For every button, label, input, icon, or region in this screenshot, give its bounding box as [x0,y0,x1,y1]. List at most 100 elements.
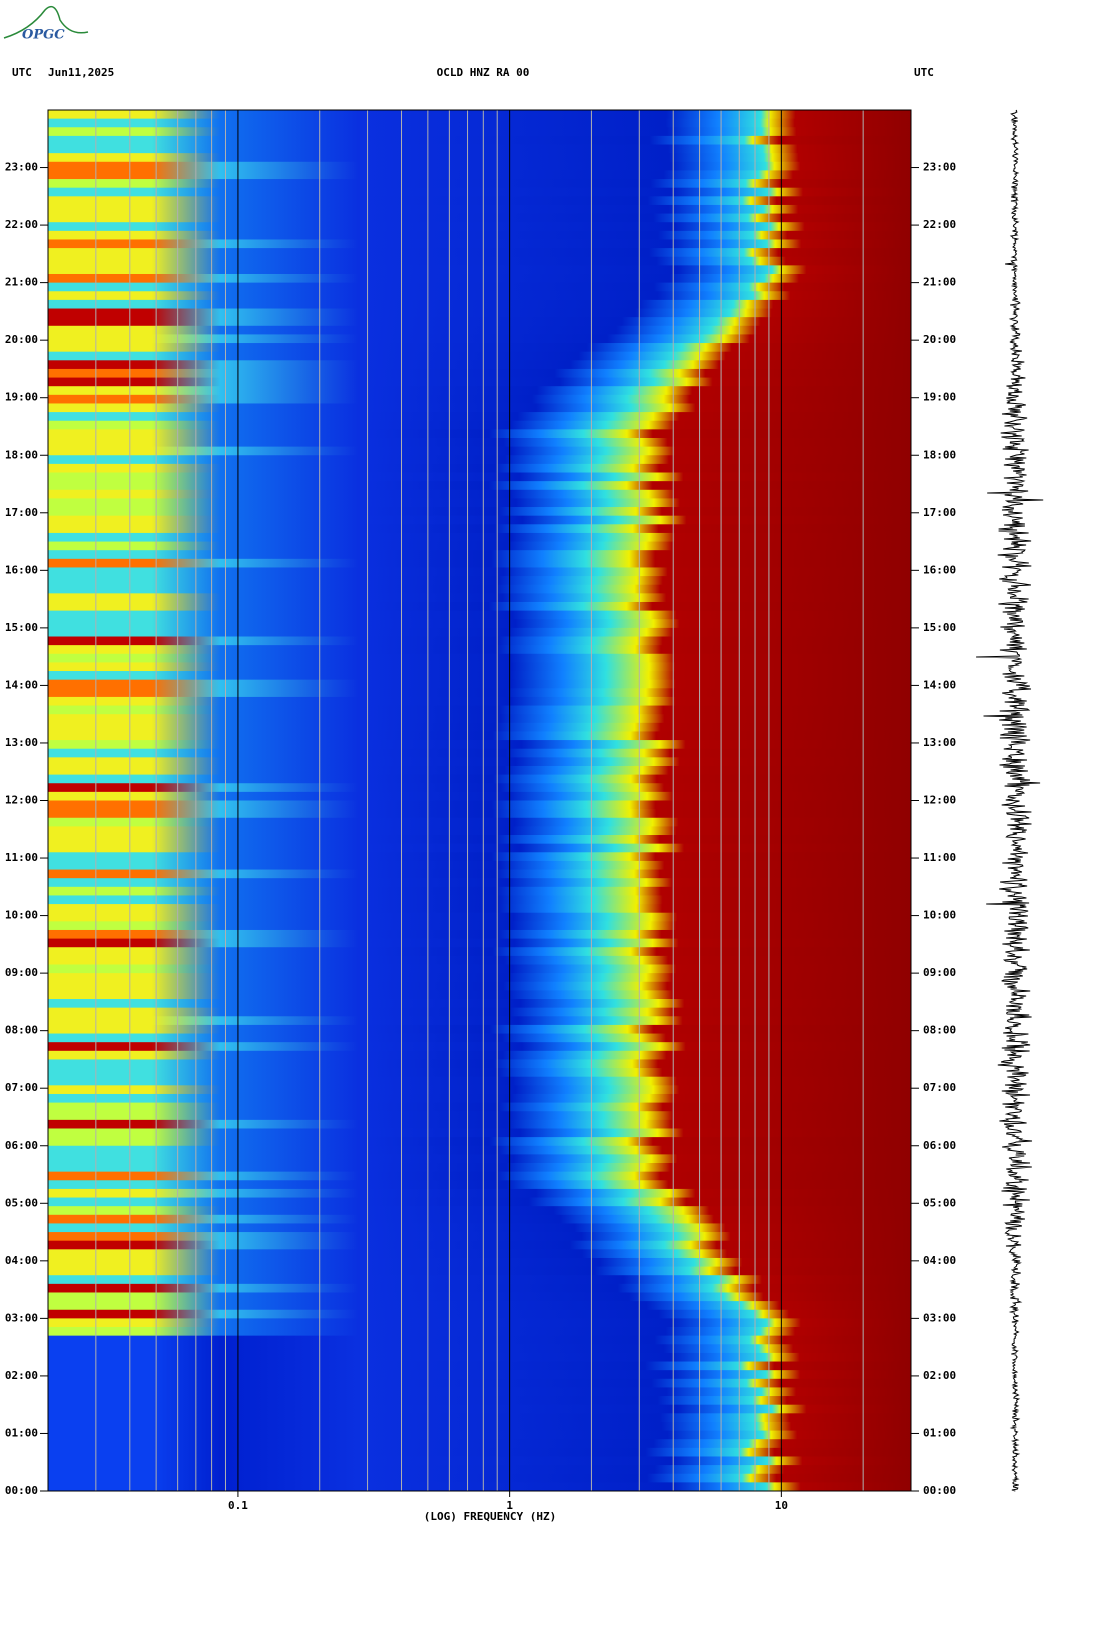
spectrogram-row [48,973,911,983]
spectrogram-row [48,1042,911,1052]
spectrogram-row [48,1404,911,1414]
spectrogram-row [48,1033,911,1043]
spectrogram-row [48,938,911,948]
spectrogram-row [48,1016,911,1026]
spectrogram-row [48,1430,911,1440]
y-tick-label: 04:00 [923,1254,956,1267]
spectrogram-row [48,722,911,732]
spectrogram-row [48,170,911,180]
spectrogram-row [48,740,911,750]
spectrogram-row [48,1413,911,1423]
spectrogram-row [48,1214,911,1224]
y-tick-label: 11:00 [5,851,38,864]
y-tick-label: 16:00 [923,563,956,576]
spectrogram-row [48,377,911,387]
spectrogram-row [48,1387,911,1397]
y-tick-label: 23:00 [923,161,956,174]
spectrogram-row [48,1240,911,1250]
spectrogram-row [48,1068,911,1078]
y-tick-label: 21:00 [923,276,956,289]
spectrogram-row [48,455,911,465]
spectrogram-row [48,1188,911,1199]
spectrogram-row [48,282,911,292]
spectrogram-row [48,627,911,638]
spectrogram-row [48,265,911,275]
y-tick-label: 22:00 [5,218,38,231]
spectrogram-row [48,558,911,568]
spectrogram-row [48,489,911,499]
spectrogram-row [48,196,911,206]
spectrogram-row [48,1007,911,1017]
spectrogram-row [48,653,911,663]
spectrogram-row [48,1275,911,1285]
spectrogram-row [48,144,911,154]
spectrogram-row [48,1128,911,1138]
spectrogram-row [48,515,911,525]
y-tick-label: 06:00 [923,1139,956,1152]
logo: OPGC [3,5,89,43]
spectrogram-row [48,843,911,853]
spectrogram-row [48,705,911,715]
spectrogram-row [48,955,911,965]
y-tick-label: 23:00 [5,161,38,174]
y-tick-label: 13:00 [923,736,956,749]
spectrogram-row [48,368,911,379]
spectrogram-row [48,394,911,404]
spectrogram-row [48,981,911,991]
y-tick-label: 19:00 [923,391,956,404]
spectrogram-row [48,550,911,560]
spectrogram-row [48,1076,911,1086]
spectrogram-row [48,1154,911,1164]
spectrogram-row [48,1024,911,1035]
spectrogram-row [48,213,911,223]
spectrogram-row [48,1456,911,1466]
spectrogram-row [48,1309,911,1319]
spectrogram-row [48,912,911,922]
y-tick-label: 09:00 [5,966,38,979]
logo-text: OPGC [22,28,65,43]
spectrogram-row [48,1145,911,1155]
spectrogram-row [48,679,911,689]
spectrogram-row [48,1180,911,1190]
spectrogram-row [48,1482,911,1492]
y-tick-label: 10:00 [5,909,38,922]
spectrogram-row [48,1396,911,1406]
y-tick-label: 17:00 [5,506,38,519]
y-tick-label: 01:00 [923,1426,956,1439]
spectrogram-row [48,1447,911,1457]
spectrogram-row [48,110,911,120]
y-tick-label: 17:00 [923,506,956,519]
x-tick-label: 10 [775,1499,788,1512]
spectrogram-row [48,1370,911,1380]
y-tick-label: 00:00 [923,1484,956,1497]
spectrogram-row [48,446,911,456]
spectrogram-row [48,179,911,189]
spectrogram-row [48,601,911,612]
y-tick-label: 18:00 [923,448,956,461]
spectrogram-row [48,1197,911,1207]
spectrogram-row [48,619,911,629]
spectrogram-row [48,1439,911,1449]
y-tick-label: 19:00 [5,391,38,404]
seismogram-trace [976,109,1044,1492]
spectrogram-row [48,774,911,784]
y-tick-label: 01:00 [5,1426,38,1439]
spectrogram-row [48,929,911,940]
spectrogram-row [48,1119,911,1129]
spectrogram-row [48,860,911,871]
spectrogram-row [48,696,911,707]
spectrogram-row [48,1249,911,1259]
y-tick-label: 20:00 [923,333,956,346]
spectrogram-row [48,688,911,698]
spectrogram-row [48,308,911,318]
spectrogram-row [48,852,911,862]
spectrogram-row [48,412,911,422]
spectrogram-row [48,1473,911,1483]
spectrogram-row [48,610,911,620]
y-tick-label: 13:00 [5,736,38,749]
spectrogram-row [48,636,911,646]
spectrogram-row [48,248,911,258]
spectrogram-row [48,541,911,551]
spectrogram-row [48,1085,911,1095]
